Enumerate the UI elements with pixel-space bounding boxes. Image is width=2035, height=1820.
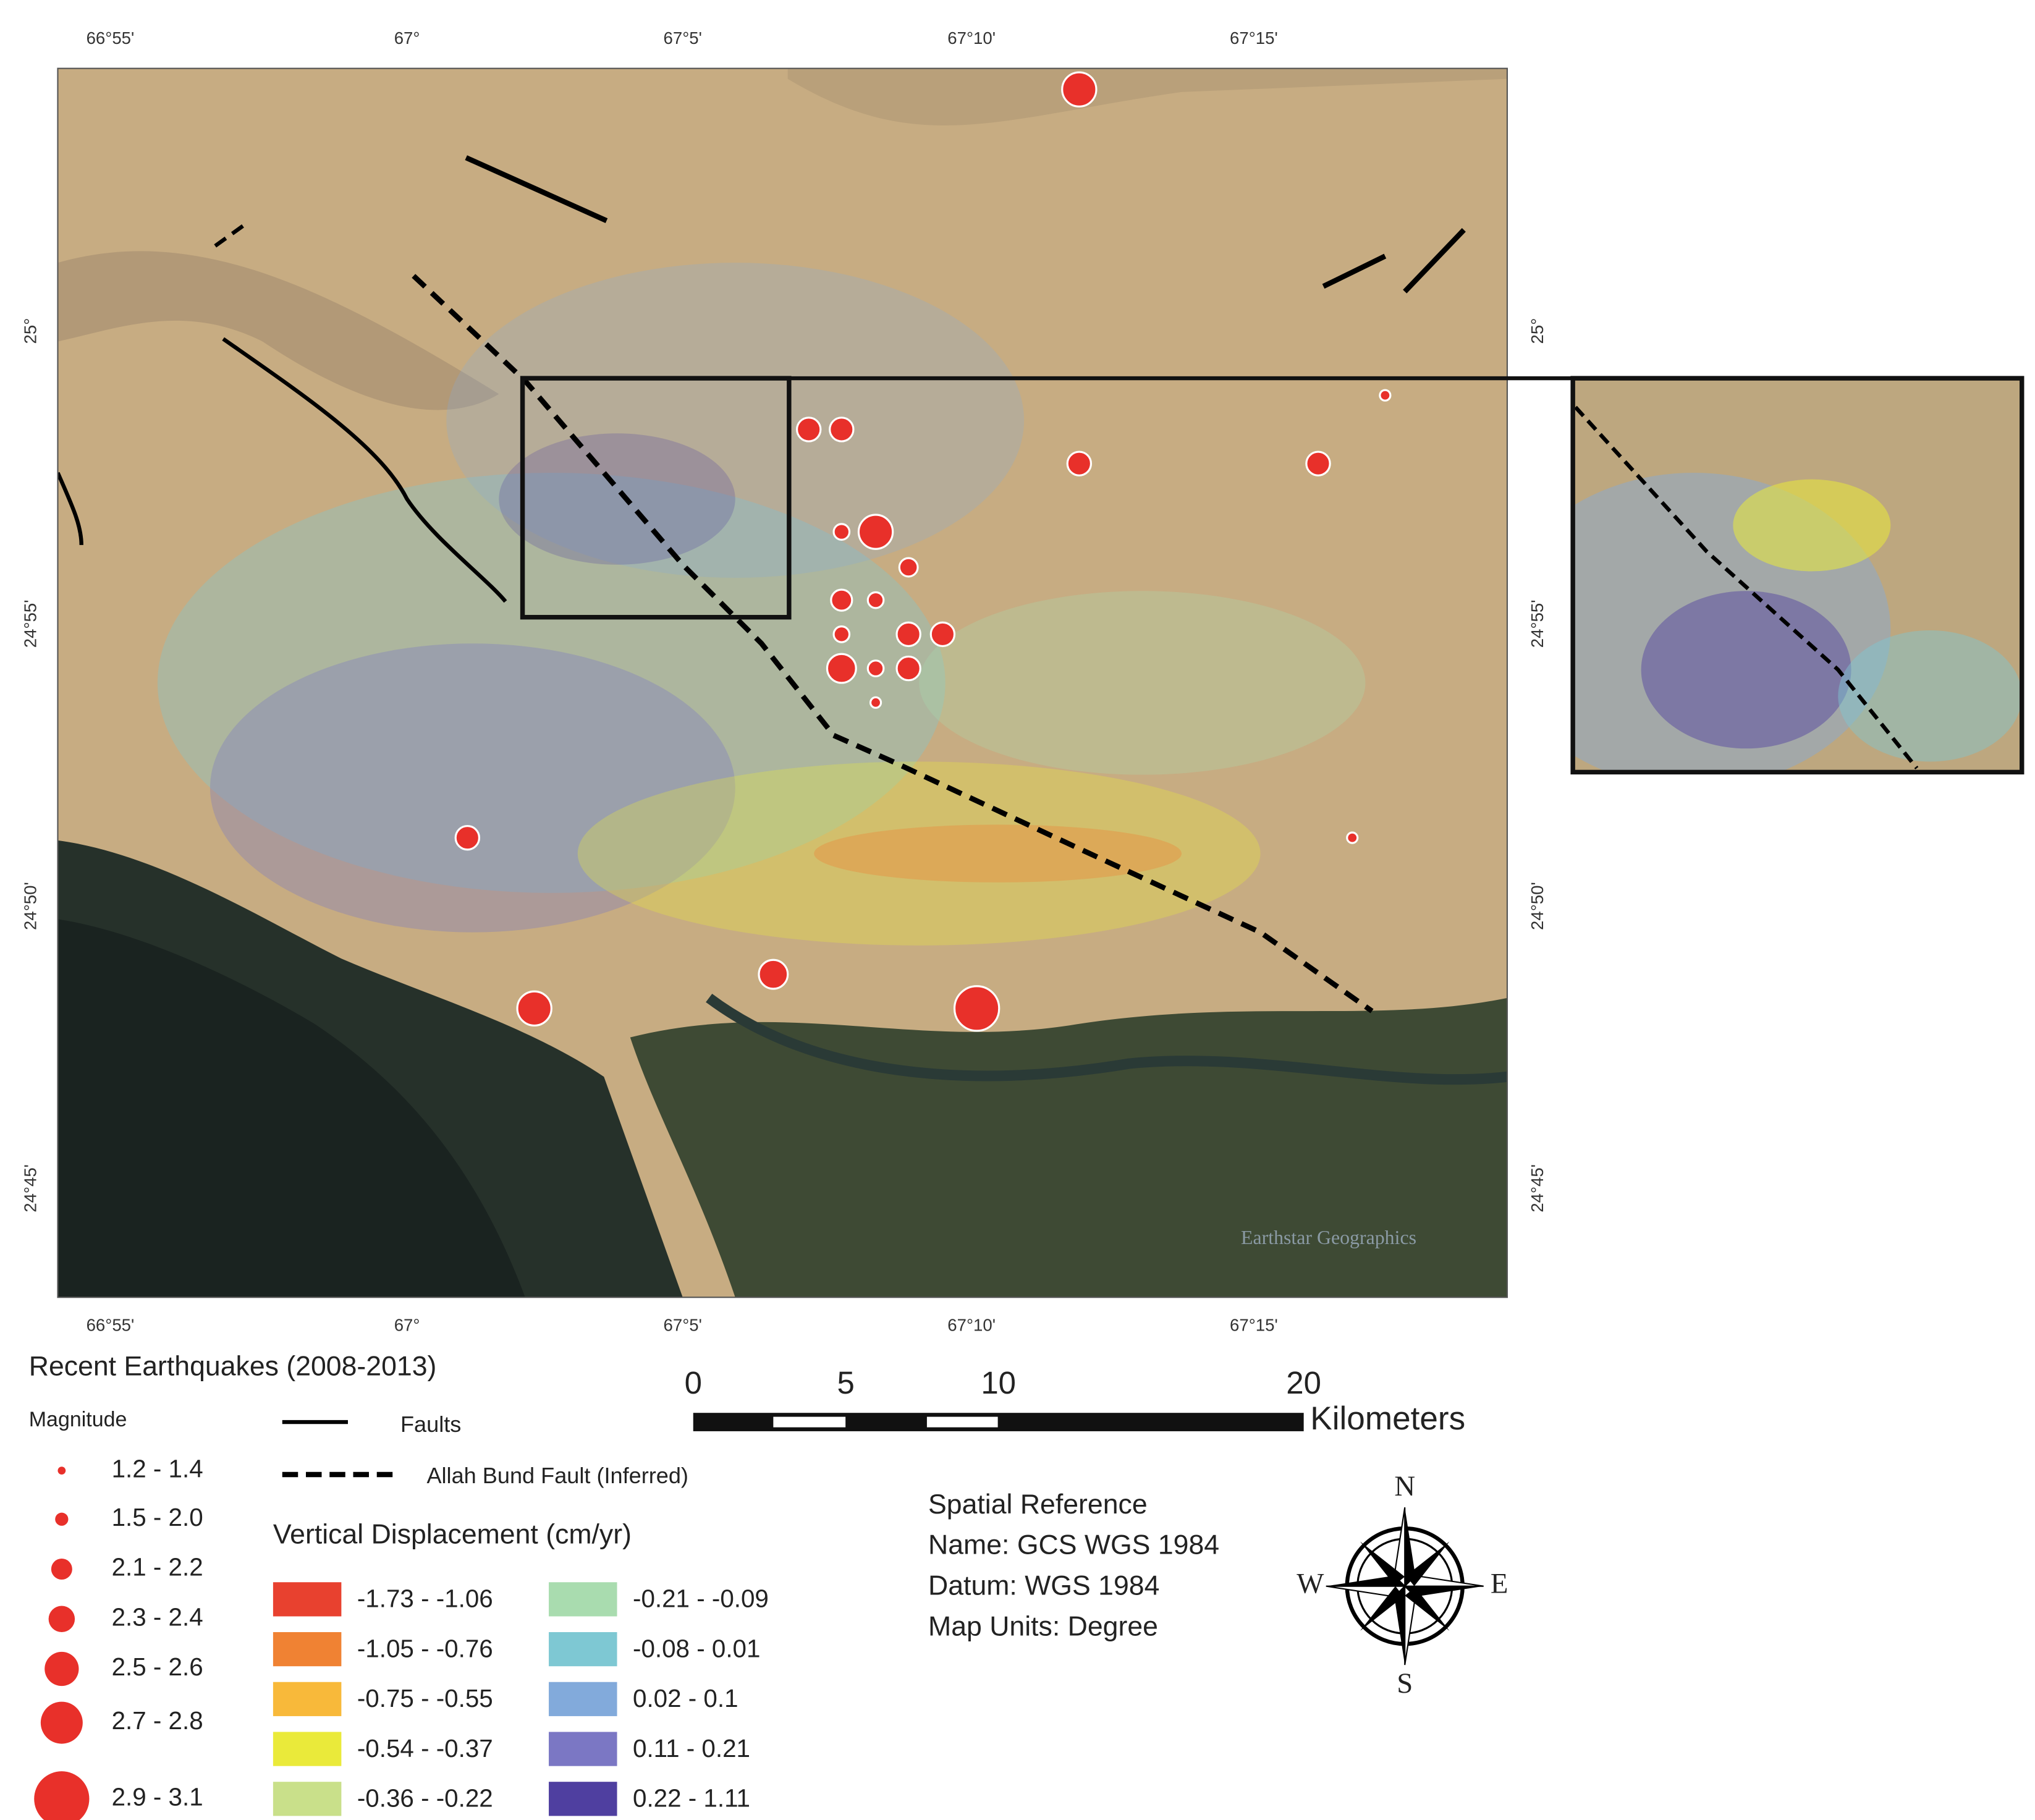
inset-map	[1573, 378, 2022, 772]
magnitude-symbol	[51, 1559, 72, 1580]
displacement-swatch	[549, 1582, 617, 1617]
magnitude-symbol	[57, 1467, 66, 1475]
left-coord: 24°45'	[20, 1164, 40, 1213]
right-coord: 24°50'	[1528, 882, 1547, 930]
magnitude-label: 2.3 - 2.4	[112, 1602, 203, 1631]
scale-bar: 0 5 10 20	[685, 1365, 1321, 1431]
magnitude-symbol	[55, 1512, 69, 1526]
top-coord: 67°10'	[947, 28, 996, 48]
magnitude-label: 2.9 - 3.1	[112, 1782, 203, 1811]
right-coord: 25°	[1528, 318, 1547, 344]
magnitude-label: 2.5 - 2.6	[112, 1653, 203, 1681]
left-coord: 24°50'	[20, 882, 40, 930]
top-coord: 67°15'	[1230, 28, 1278, 48]
displacement-label: -0.08 - 0.01	[633, 1634, 760, 1662]
magnitude-label: 1.2 - 1.4	[112, 1454, 203, 1483]
magnitude-label: 2.1 - 2.2	[112, 1553, 203, 1581]
displacement-swatch	[273, 1782, 342, 1816]
top-coord: 67°	[394, 28, 420, 48]
spatial-ref-line: Datum: WGS 1984	[928, 1571, 1159, 1601]
displacement-swatch	[549, 1782, 617, 1816]
displacement-title: Vertical Displacement (cm/yr)	[273, 1520, 632, 1550]
right-coord: 24°55'	[1528, 599, 1547, 648]
spatial-reference: Name: GCS WGS 1984 Datum: WGS 1984 Map Uni…	[928, 1530, 1219, 1642]
magnitude-symbol	[44, 1651, 79, 1687]
bottom-coord: 67°	[394, 1315, 420, 1334]
spatial-ref-title: Spatial Reference	[928, 1489, 1148, 1520]
magnitude-legend: 1.2 - 1.4 1.5 - 2.0 2.1 - 2.2 2.3 - 2.4 2.5 …	[34, 1454, 203, 1820]
scale-tick: 0	[685, 1365, 702, 1400]
displacement-swatch	[549, 1682, 617, 1716]
displacement-legend: -1.73 - -1.06 -1.05 - -0.76 -0.75 - -0.55 -…	[273, 1582, 769, 1816]
magnitude-label: 1.5 - 2.0	[112, 1503, 203, 1531]
displacement-label: 0.02 - 0.1	[633, 1684, 738, 1712]
magnitude-symbol	[34, 1771, 90, 1820]
bottom-coord: 67°10'	[947, 1315, 996, 1334]
compass-w: W	[1297, 1567, 1324, 1599]
displacement-swatch	[273, 1582, 342, 1617]
earthquakes-title: Recent Earthquakes (2008-2013)	[29, 1352, 437, 1382]
coordinate-labels: 66°55' 67° 67°5' 67°10' 67°15' 66°55' 67° 67°5'…	[20, 28, 1547, 1334]
left-coord: 24°55'	[20, 599, 40, 648]
left-coord: 25°	[20, 318, 40, 344]
displacement-label: 0.11 - 0.21	[633, 1734, 750, 1763]
map-frame: Earthstar Geographics	[57, 68, 1507, 1298]
scale-tick: 10	[981, 1365, 1016, 1400]
magnitude-symbol	[40, 1701, 83, 1744]
displacement-label: -0.54 - -0.37	[357, 1734, 493, 1763]
attribution: Earthstar Geographics	[1241, 1227, 1416, 1248]
displacement-label: 0.22 - 1.11	[633, 1784, 750, 1813]
displacement-swatch	[273, 1732, 342, 1766]
compass: N S W E	[1297, 1470, 1508, 1699]
bottom-coord: 66°55'	[87, 1315, 135, 1334]
bottom-coord: 67°15'	[1230, 1315, 1278, 1334]
magnitude-label: 2.7 - 2.8	[112, 1706, 203, 1735]
spatial-ref-line: Name: GCS WGS 1984	[928, 1530, 1219, 1560]
magnitude-title: Magnitude	[29, 1408, 127, 1431]
scale-unit: Kilometers	[1310, 1400, 1465, 1437]
compass-s: S	[1397, 1667, 1413, 1699]
compass-e: E	[1491, 1567, 1508, 1599]
displacement-label: -0.36 - -0.22	[357, 1784, 493, 1813]
faults-label: Faults	[400, 1412, 461, 1437]
top-coord: 66°55'	[87, 28, 135, 48]
displacement-swatch	[549, 1632, 617, 1667]
earthquakes	[454, 71, 1392, 1032]
displacement-label: -1.73 - -1.06	[357, 1585, 493, 1613]
compass-n: N	[1394, 1470, 1415, 1502]
displacement-swatch	[273, 1632, 342, 1667]
scale-tick: 20	[1286, 1365, 1321, 1400]
displacement-label: -0.21 - -0.09	[633, 1585, 769, 1613]
right-coord: 24°45'	[1528, 1164, 1547, 1213]
top-coord: 67°5'	[664, 28, 702, 48]
displacement-swatch	[273, 1682, 342, 1716]
spatial-ref-line: Map Units: Degree	[928, 1611, 1158, 1641]
displacement-label: -1.05 - -0.76	[357, 1634, 493, 1662]
displacement-swatch	[549, 1732, 617, 1766]
scale-tick: 5	[837, 1365, 855, 1400]
magnitude-symbol	[48, 1606, 75, 1632]
inferred-fault-label: Allah Bund Fault (Inferred)	[426, 1463, 688, 1488]
bottom-coord: 67°5'	[664, 1315, 702, 1334]
displacement-label: -0.75 - -0.55	[357, 1684, 493, 1712]
